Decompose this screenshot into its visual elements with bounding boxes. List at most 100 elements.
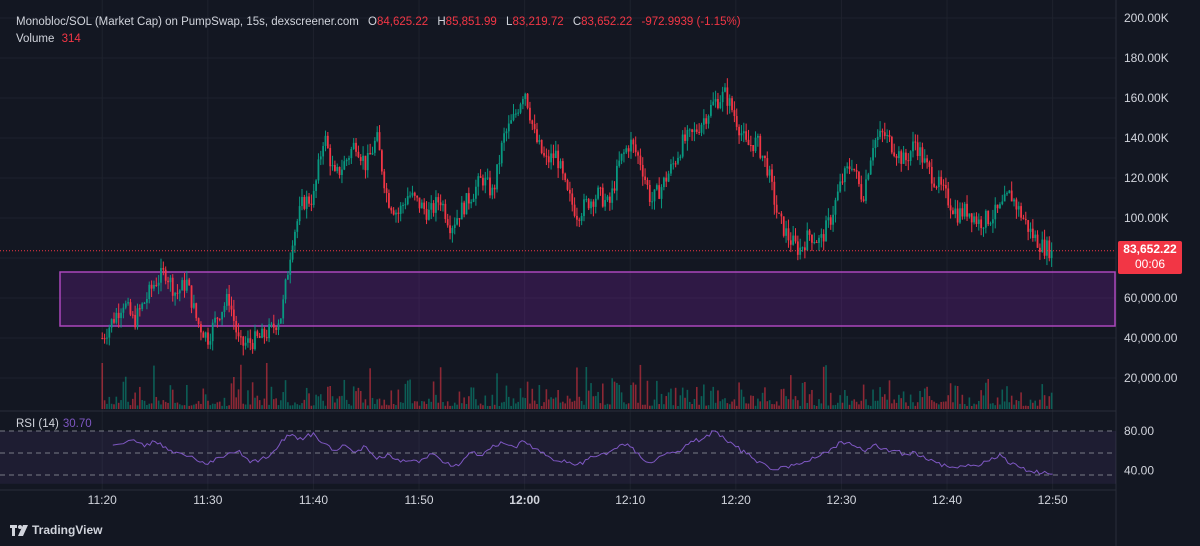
volume-bar [982, 395, 985, 409]
volume-bar [1013, 404, 1015, 409]
volume-bar [566, 395, 569, 409]
volume-bar [531, 388, 534, 409]
candle-body [153, 284, 155, 289]
candle-body [625, 148, 628, 153]
candle-body [608, 196, 611, 203]
candle-body [618, 160, 621, 166]
candle-body [719, 102, 722, 109]
volume-bar [665, 396, 668, 409]
candle-body [247, 338, 249, 343]
candle-body [261, 328, 263, 338]
candle-body [122, 307, 125, 313]
candle-body [961, 208, 964, 217]
volume-bar [731, 401, 733, 409]
candle-body [239, 336, 242, 338]
volume-bar [611, 378, 613, 409]
change-value: -972.9939 (-1.15%) [641, 16, 741, 28]
candle-body [646, 179, 649, 185]
high-label: H [437, 16, 446, 28]
candle-body [190, 285, 193, 308]
candle-body [484, 177, 487, 186]
candle-body [268, 324, 270, 339]
volume-bar [559, 402, 562, 409]
candle-body [691, 129, 693, 133]
candle-body [613, 188, 616, 191]
volume-bar [103, 400, 106, 409]
volume-bar [263, 398, 266, 409]
volume-bar [188, 405, 190, 409]
candle-body [874, 140, 877, 149]
candle-body [756, 135, 759, 138]
volume-bar [620, 392, 623, 409]
volume-bar [952, 402, 954, 409]
candle-body [197, 318, 200, 325]
rsi-legend: RSI (14) 30.70 [16, 418, 92, 430]
volume-bar [968, 397, 971, 409]
candle-body [808, 230, 811, 235]
candle-body [785, 228, 787, 236]
candle-body [474, 186, 477, 199]
candle-body [583, 199, 585, 217]
volume-bar [994, 405, 997, 409]
candle-body [580, 216, 583, 221]
volume-bar [963, 404, 966, 409]
tradingview-logo[interactable]: TradingView [10, 523, 102, 537]
volume-bar [477, 405, 480, 409]
candle-body [557, 150, 560, 169]
volume-bar [265, 363, 268, 409]
candle-body [207, 332, 209, 345]
volume-bar [275, 398, 277, 409]
volume-bar [1022, 405, 1025, 409]
candle-body [319, 156, 322, 160]
candle-body [263, 328, 266, 338]
volume-bar [470, 387, 472, 409]
rsi-pane[interactable] [0, 430, 1116, 484]
candle-body [308, 196, 310, 204]
volume-bar [1039, 399, 1041, 409]
candle-body [815, 242, 818, 244]
candle-body [916, 142, 919, 157]
volume-bar [705, 405, 707, 409]
volume-bar [110, 403, 113, 409]
candle-body [162, 267, 165, 270]
candle-body [341, 169, 343, 175]
candle-body [249, 338, 252, 343]
tradingview-wordmark: TradingView [32, 523, 103, 537]
volume-bar [512, 398, 515, 409]
volume-bar [223, 397, 226, 409]
volume-bar [801, 382, 804, 409]
candle-body [432, 203, 435, 213]
candle-body [324, 135, 327, 146]
candle-body [841, 181, 844, 183]
volume-bar [674, 387, 677, 409]
candle-body [674, 163, 677, 165]
candle-body [818, 237, 820, 243]
volume-bar [428, 398, 430, 409]
volume-bar [900, 398, 903, 409]
candle-body [103, 338, 106, 340]
volume-bar [714, 402, 717, 409]
volume-bar [604, 404, 606, 409]
candle-body [289, 259, 292, 275]
price-axis[interactable]: 200.00K 180.00K 160.00K 140.00K 120.00K 100.0… [1124, 11, 1178, 385]
volume-bar [648, 405, 651, 409]
volume-bar [980, 390, 982, 409]
candle-body [747, 139, 750, 146]
candle-body [855, 169, 858, 172]
candle-body [717, 99, 719, 109]
volume-bar [691, 403, 693, 409]
candlesticks[interactable] [101, 78, 1053, 356]
candle-body [709, 104, 712, 116]
volume-bar [127, 401, 129, 409]
candle-body [409, 195, 411, 197]
candle-body [181, 280, 184, 291]
tradingview-icon [10, 524, 28, 536]
candle-body [933, 183, 936, 187]
candle-body [155, 284, 158, 286]
volume-bar [855, 401, 858, 409]
time-axis[interactable]: 11:20 11:30 11:40 11:50 12:00 12:10 12:20 12:30… [88, 493, 1068, 507]
candle-body [491, 187, 494, 196]
candle-body [806, 230, 809, 251]
candle-body [536, 129, 538, 143]
